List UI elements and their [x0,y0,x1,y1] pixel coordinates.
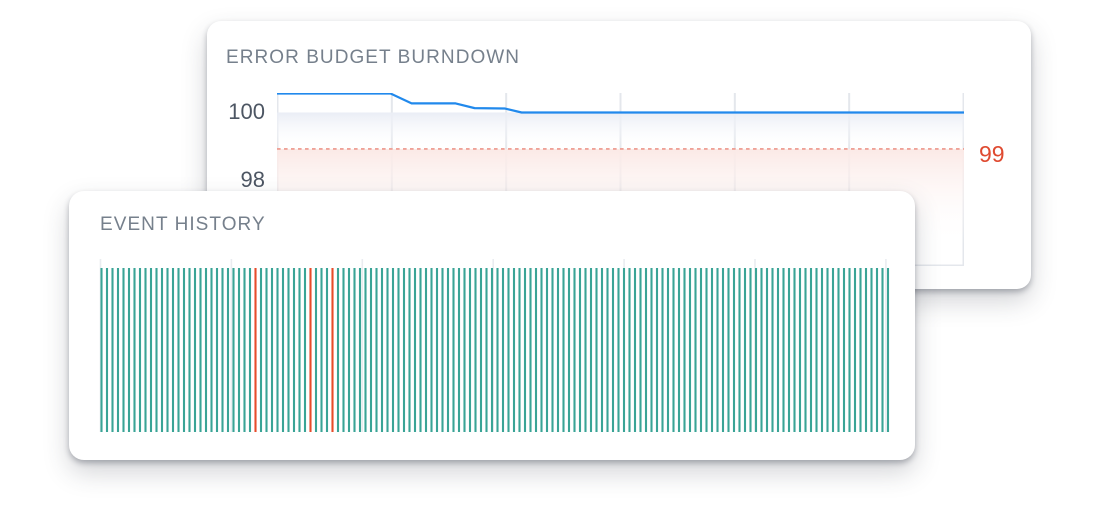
burndown-card-title: ERROR BUDGET BURNDOWN [226,46,521,68]
threshold-value-label: 99 [979,140,1005,167]
event-history-card: EVENT HISTORY [69,191,915,460]
event-history-strip-chart [99,259,890,432]
y-axis-tick-98: 98 [240,167,265,192]
event-card-title: EVENT HISTORY [100,213,266,235]
y-axis-tick-100: 100 [228,98,265,124]
